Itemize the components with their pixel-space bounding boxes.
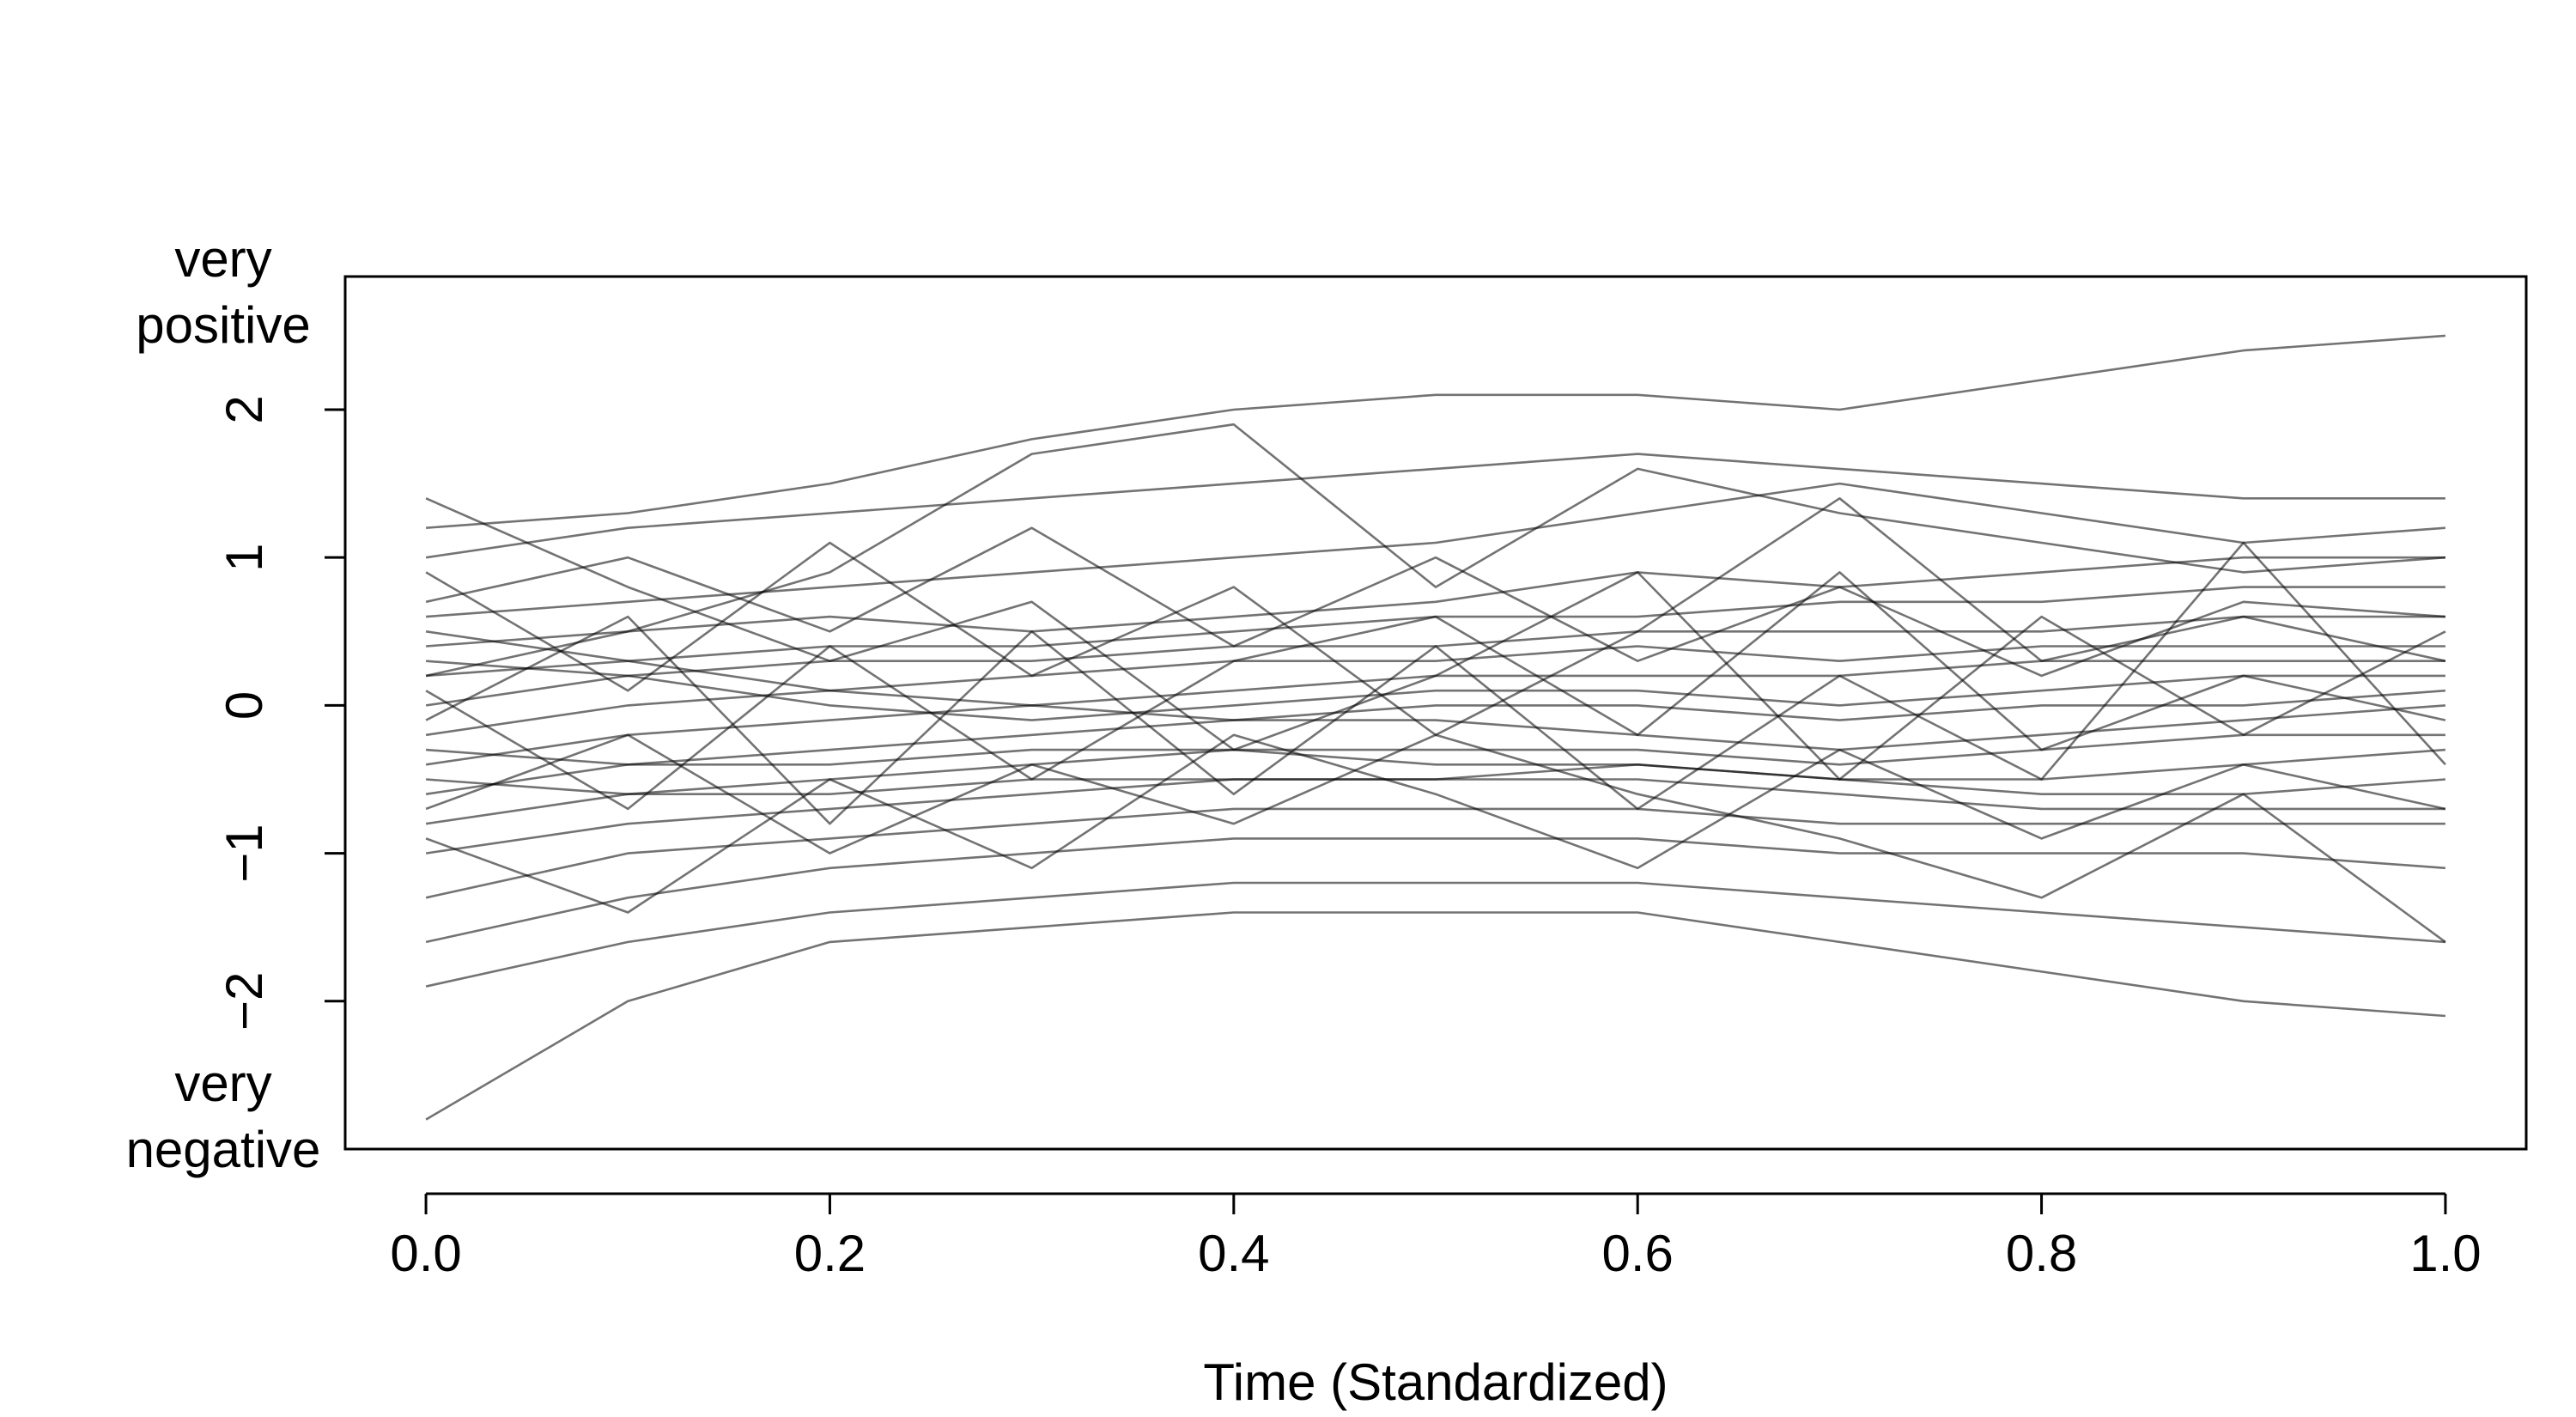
series-line-16 — [425, 807, 2445, 899]
series-line-18 — [425, 881, 2445, 988]
x-tick-label: 0.6 — [1601, 1225, 1673, 1282]
x-axis: 0.0 0.2 0.4 0.6 0.8 1.0 — [390, 1192, 2482, 1282]
series-line-25 — [425, 541, 2446, 825]
y-axis: −2 −1 0 1 2 — [216, 395, 345, 1031]
series-line-23 — [425, 571, 2446, 811]
series-line-9 — [426, 660, 2445, 721]
x-tick-label: 1.0 — [2409, 1225, 2481, 1282]
series-line-19 — [425, 911, 2445, 1121]
series-line-13 — [426, 748, 2445, 781]
x-tick-label: 0.2 — [794, 1225, 866, 1282]
y-bottom-label-line2: negative — [126, 1121, 321, 1178]
series-line-12 — [425, 733, 2445, 825]
y-bottom-label-line1: very — [174, 1055, 271, 1112]
series-line-4 — [426, 556, 2445, 648]
x-axis-label: Time (Standardized) — [1203, 1353, 1668, 1411]
y-tick-label: 1 — [216, 543, 273, 571]
series-line-27 — [425, 733, 2446, 943]
series-layer — [425, 334, 2446, 1121]
series-line-26 — [425, 526, 2445, 678]
series-line-24 — [425, 497, 2446, 781]
series-line-17 — [425, 837, 2445, 944]
y-tick-label: −1 — [216, 824, 273, 882]
series-line-3 — [426, 482, 2445, 618]
y-top-label-line2: positive — [136, 296, 310, 354]
plot-frame — [343, 275, 2528, 1151]
x-tick-label: 0.8 — [2006, 1225, 2077, 1282]
y-tick-label: 2 — [216, 395, 273, 423]
series-line-21 — [425, 733, 2446, 914]
x-tick-label: 0.0 — [390, 1225, 461, 1282]
x-tick-label: 0.4 — [1198, 1225, 1269, 1282]
y-top-label-line1: very — [174, 230, 271, 288]
series-line-11 — [425, 630, 2445, 751]
series-line-15 — [426, 778, 2445, 811]
series-line-1 — [426, 334, 2445, 529]
y-tick-label: −2 — [216, 972, 273, 1031]
y-tick-label: 0 — [216, 691, 273, 720]
series-line-2 — [425, 453, 2445, 559]
